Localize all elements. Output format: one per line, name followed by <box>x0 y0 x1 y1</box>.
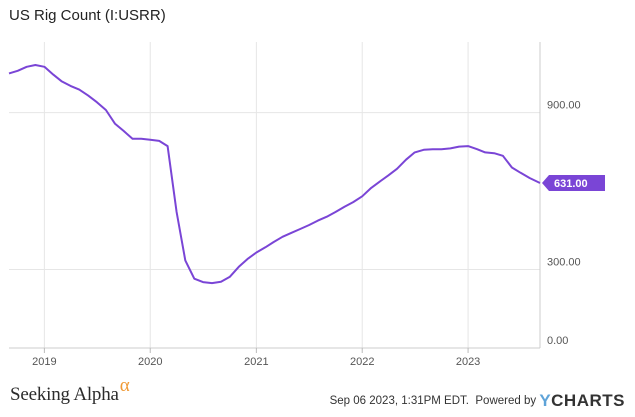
plot-background <box>9 42 540 348</box>
powered-by-label: Powered by <box>475 395 537 407</box>
ycharts-logo-text: CHARTS <box>551 391 625 410</box>
ycharts-logo-y: Y <box>539 391 552 410</box>
x-tick-label: 2023 <box>456 356 480 368</box>
y-axis: 0.00 300.00 900.00 <box>547 100 581 347</box>
ycharts-logo[interactable]: YCHARTS <box>539 391 625 410</box>
y-tick-label: 300.00 <box>547 257 581 269</box>
x-tick-label: 2019 <box>32 356 56 368</box>
chart-footer: Sep 06 2023, 1:31PM EDT. Powered by YCHA… <box>330 391 625 411</box>
seeking-alpha-logo: Seeking Alphaα <box>10 375 130 406</box>
timestamp: Sep 06 2023, 1:31PM EDT. <box>329 395 469 407</box>
brand-name: Seeking Alpha <box>10 384 119 405</box>
last-value-marker: 631.00 <box>542 174 605 191</box>
last-value-label: 631.00 <box>554 178 588 190</box>
x-tick-label: 2022 <box>350 356 374 368</box>
last-value-badge <box>542 174 605 191</box>
x-tick-label: 2020 <box>138 356 162 368</box>
alpha-icon: α <box>119 375 130 396</box>
rig-count-series-line <box>8 64 541 285</box>
plot-area: 2019 2020 2021 2022 2023 0.00 300.00 900.00 63… <box>8 42 605 368</box>
x-tick-label: 2021 <box>244 356 268 368</box>
chart-title: US Rig Count (I:USRR) <box>9 7 166 24</box>
y-tick-label: 900.00 <box>547 100 581 112</box>
y-tick-label: 0.00 <box>547 335 568 347</box>
x-axis: 2019 2020 2021 2022 2023 <box>32 348 480 368</box>
